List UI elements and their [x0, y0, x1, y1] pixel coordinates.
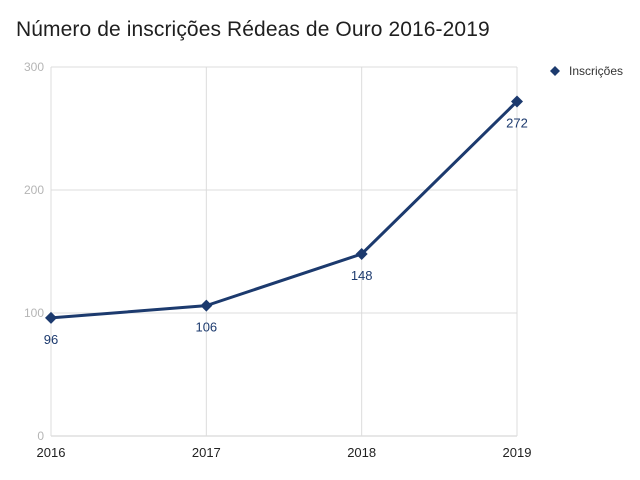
data-point-marker [45, 311, 57, 324]
y-tick-label: 0 [37, 429, 44, 443]
axes: 0 100 200 300 2016 2017 2018 2019 [24, 60, 531, 460]
legend-marker [550, 66, 560, 76]
grid [50, 66, 518, 437]
data-label: 272 [506, 115, 528, 130]
data-point-marker [355, 247, 368, 260]
data-label: 148 [351, 268, 373, 283]
legend: Inscrições [550, 64, 623, 78]
x-tick-label: 2019 [503, 445, 532, 460]
y-tick-label: 300 [24, 60, 44, 74]
chart-title: Número de inscrições Rédeas de Ouro 2016… [16, 18, 490, 41]
data-label: 106 [195, 320, 217, 335]
legend-label: Inscrições [569, 64, 623, 78]
data-point-marker [200, 299, 213, 312]
x-tick-label: 2017 [192, 445, 221, 460]
y-tick-label: 200 [24, 183, 44, 197]
data-label: 96 [44, 332, 58, 347]
x-tick-label: 2018 [347, 445, 376, 460]
data-labels: 96 106 148 272 [44, 115, 528, 346]
series-layer [45, 95, 523, 324]
data-point-marker [511, 95, 523, 108]
x-tick-label: 2016 [37, 445, 66, 460]
series-line-0 [50, 100, 519, 320]
y-tick-label: 100 [24, 306, 44, 320]
